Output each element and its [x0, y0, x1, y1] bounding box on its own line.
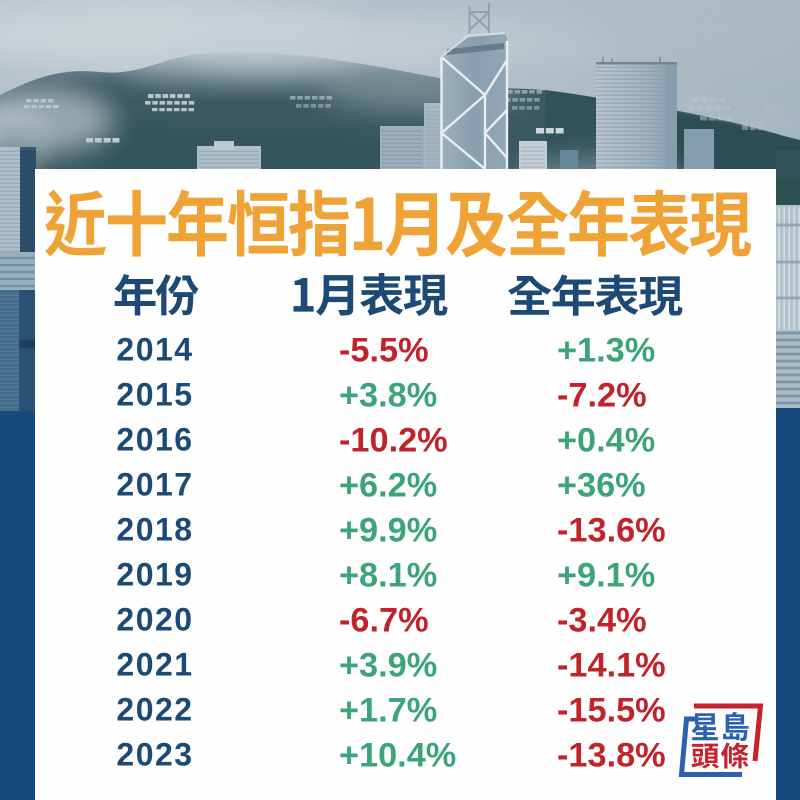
- svg-text:-15.5%: -15.5%: [557, 692, 666, 730]
- svg-text:-10.2%: -10.2%: [339, 422, 448, 460]
- svg-text:+1.3%: +1.3%: [557, 332, 655, 370]
- svg-text:+10.4%: +10.4%: [339, 737, 456, 775]
- svg-text:-6.7%: -6.7%: [339, 602, 429, 640]
- svg-text:+3.9%: +3.9%: [339, 647, 437, 685]
- svg-text:-14.1%: -14.1%: [557, 647, 666, 685]
- svg-text:2017: 2017: [116, 467, 193, 503]
- svg-text:2021: 2021: [116, 647, 193, 683]
- svg-text:+8.1%: +8.1%: [339, 557, 437, 595]
- svg-text:2020: 2020: [116, 602, 193, 638]
- svg-text:2023: 2023: [116, 737, 193, 773]
- svg-text:-3.4%: -3.4%: [557, 602, 647, 640]
- svg-text:2016: 2016: [116, 422, 193, 458]
- svg-text:+1.7%: +1.7%: [339, 692, 437, 730]
- svg-text:2019: 2019: [116, 557, 193, 593]
- svg-text:-7.2%: -7.2%: [557, 377, 647, 415]
- svg-text:+9.9%: +9.9%: [339, 512, 437, 550]
- svg-text:+0.4%: +0.4%: [557, 422, 655, 460]
- svg-text:-13.6%: -13.6%: [557, 512, 666, 550]
- svg-text:2014: 2014: [116, 332, 193, 368]
- svg-text:2015: 2015: [116, 377, 193, 413]
- svg-text:-5.5%: -5.5%: [339, 332, 429, 370]
- svg-text:+9.1%: +9.1%: [557, 557, 655, 595]
- svg-text:+3.8%: +3.8%: [339, 377, 437, 415]
- svg-text:+6.2%: +6.2%: [339, 467, 437, 505]
- svg-text:+36%: +36%: [557, 467, 646, 505]
- svg-text:2022: 2022: [116, 692, 193, 728]
- svg-text:-13.8%: -13.8%: [557, 737, 666, 775]
- svg-text:2018: 2018: [116, 512, 193, 548]
